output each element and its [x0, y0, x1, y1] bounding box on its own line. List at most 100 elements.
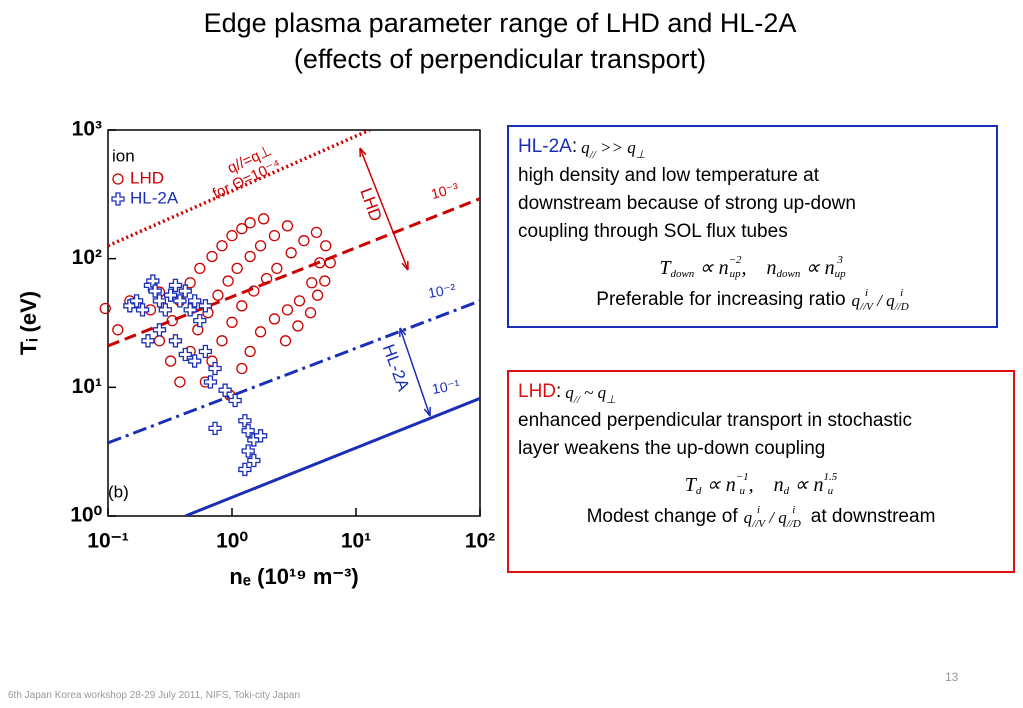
math-sub: // [573, 393, 580, 406]
box-text: coupling through SOL flux tubes [518, 221, 788, 243]
hl2a-point [152, 294, 167, 308]
box-label: LHD [518, 381, 557, 402]
hl2a-point [141, 334, 155, 348]
math-sup: i [864, 287, 868, 300]
lhd-point [292, 320, 304, 332]
plot-frame [107, 129, 481, 517]
hl2a-point [241, 444, 255, 458]
math-scripts: i//V [860, 288, 873, 313]
ratio-text: at downstream [810, 505, 936, 527]
annotation: 10⁻¹ [431, 376, 461, 397]
y-axis-label: Tᵢ (eV) [16, 291, 41, 355]
lhd-point [319, 275, 331, 287]
hl2a-point [253, 429, 268, 443]
lhd-point [212, 289, 224, 301]
math-scripts: i//V [752, 505, 765, 530]
lhd-point [310, 226, 323, 239]
hl2a-point [158, 303, 172, 317]
hl2a-point [111, 192, 125, 206]
math-sub: up [729, 268, 741, 280]
math-base: n [766, 256, 777, 279]
lhd-point [184, 277, 196, 289]
fit-line [184, 397, 480, 516]
arrow-head [359, 147, 367, 158]
lhd-point [285, 247, 297, 259]
lhd-point [281, 220, 294, 232]
math-base: q [597, 383, 607, 403]
math-sub: //V [860, 301, 873, 314]
math-base: ∝ [701, 473, 726, 496]
math-base: n [773, 473, 784, 496]
hl2a-point [168, 334, 183, 348]
box-text: high density and low temperature at [518, 165, 820, 187]
math-base: q [851, 290, 861, 310]
math-base: T [684, 473, 696, 496]
math-sub: d [783, 485, 790, 497]
hl2a-point [198, 299, 213, 313]
lhd-point [258, 213, 270, 225]
math-sup: −1 [735, 471, 749, 483]
math-base: ∝ [694, 256, 719, 279]
lhd-point [268, 313, 281, 325]
math-sub: ⊥ [635, 148, 646, 161]
hl2a-point [188, 354, 202, 368]
hl2a-point [241, 424, 255, 438]
lhd-point [174, 376, 186, 388]
lhd-point [298, 235, 310, 247]
math-scripts: d [696, 472, 702, 497]
hl2a-point [168, 278, 183, 293]
math-sup [777, 255, 801, 266]
hl2a-point [188, 294, 202, 308]
lhd-point [281, 304, 294, 316]
hl2a-point [123, 299, 137, 313]
math-scripts: down [777, 255, 801, 280]
math-sub: //V [752, 518, 765, 531]
math-sub: // [589, 148, 596, 161]
hl2a-point [193, 313, 207, 328]
lhd-point [306, 277, 318, 289]
arrow [359, 147, 409, 271]
ratio-text: Modest change of [586, 505, 738, 527]
subtitle: (effects of perpendicular transport) [293, 44, 707, 74]
hl2a-point [178, 347, 192, 362]
lhd-point [293, 295, 306, 307]
lhd-point [254, 326, 267, 338]
math-scripts: down [670, 255, 694, 280]
page-number: 13 [945, 670, 959, 684]
y-tick-label: 10² [72, 246, 102, 269]
lhd-point [320, 240, 332, 252]
lhd-point [112, 173, 124, 185]
arrow [399, 327, 431, 417]
lhd-point [216, 335, 228, 347]
math-sub: u [827, 485, 834, 497]
math-scripts: // [574, 381, 580, 406]
lhd-point [112, 324, 124, 336]
box-label: HL-2A [518, 136, 572, 157]
math-base: q [565, 383, 574, 403]
annotation: 10⁻³ [429, 179, 460, 202]
math-scripts: −2 up [729, 255, 742, 280]
math-sub: d [695, 485, 702, 497]
hl2a-point [247, 453, 261, 468]
lhd-point [304, 307, 317, 319]
lhd-box: LHD: q// ~ q ⊥ enhanced perpendicular trans… [507, 370, 1015, 573]
lhd-point [206, 250, 218, 263]
colon: : [571, 136, 578, 157]
math-sup: i [792, 504, 796, 517]
math: q// >> q ⊥ [581, 137, 645, 160]
lhd-point [166, 314, 178, 327]
annotation: 10⁻² [427, 280, 457, 301]
arrow-head [399, 327, 407, 338]
math: q i//V / q i//D [852, 288, 909, 313]
legend-title: ion [112, 146, 135, 165]
lhd-point [216, 240, 228, 252]
box-text: layer weakens the up-down coupling [518, 438, 826, 460]
math: q// ~ q ⊥ [565, 382, 615, 405]
lhd-point [248, 285, 260, 297]
lhd-point [271, 262, 283, 275]
